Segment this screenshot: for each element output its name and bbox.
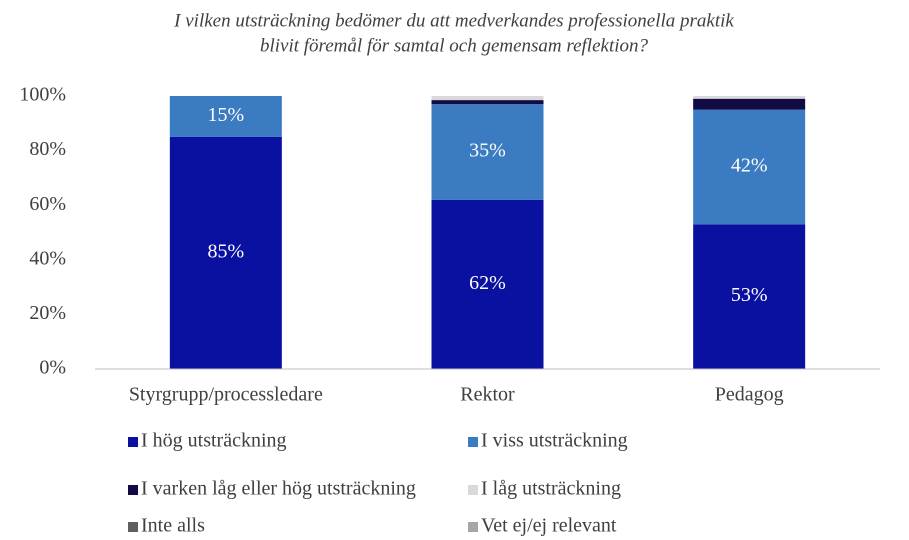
data-label: 62% [469, 272, 506, 294]
legend-swatch [468, 485, 478, 495]
legend-label: I hög utsträckning [141, 430, 287, 452]
legend-label: I låg utsträckning [481, 478, 621, 500]
bar-segment [693, 96, 806, 99]
y-tick-label: 0% [39, 357, 66, 379]
legend-label: I varken låg eller hög utsträckning [141, 478, 416, 500]
bar-segment [693, 109, 806, 225]
bar-segment [431, 96, 544, 101]
data-label: 35% [469, 140, 506, 162]
data-label: 53% [731, 284, 768, 306]
y-tick-label: 100% [19, 84, 66, 106]
bar-segment [431, 199, 544, 369]
y-tick-label: 80% [29, 138, 66, 160]
bar-segment [169, 136, 282, 369]
y-tick-label: 20% [29, 302, 66, 324]
bar-segment [693, 98, 806, 110]
chart-title: blivit föremål för samtal och gemensam r… [260, 35, 649, 56]
legend-swatch [128, 522, 138, 532]
data-label: 85% [207, 241, 244, 263]
x-tick-label: Styrgrupp/processledare [129, 384, 323, 406]
legend-swatch [468, 522, 478, 532]
legend-label: Vet ej/ej relevant [481, 515, 617, 537]
data-label: 15% [207, 104, 244, 126]
x-tick-label: Pedagog [715, 384, 784, 406]
legend-swatch [128, 437, 138, 447]
legend-swatch [128, 485, 138, 495]
legend-label: I viss utsträckning [481, 430, 628, 452]
y-tick-label: 40% [29, 247, 66, 269]
bar-segment [431, 104, 544, 200]
legend-swatch [468, 437, 478, 447]
bar-segment [169, 96, 282, 137]
bar-segment [431, 100, 544, 105]
bar-segment [693, 224, 806, 369]
chart-title: I vilken utsträckning bedömer du att med… [173, 10, 734, 31]
data-label: 42% [731, 155, 768, 177]
y-tick-label: 60% [29, 193, 66, 215]
legend-label: Inte alls [141, 515, 205, 537]
x-tick-label: Rektor [460, 384, 515, 406]
